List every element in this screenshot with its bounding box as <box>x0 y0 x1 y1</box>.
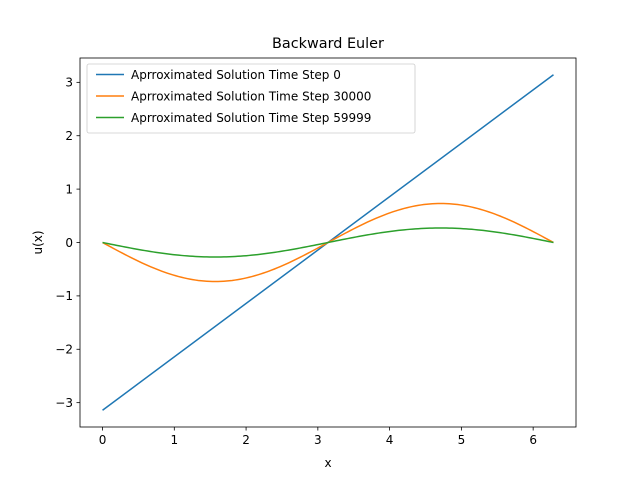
y-tick-label: 3 <box>65 76 73 90</box>
x-tick-label: 0 <box>99 433 107 447</box>
y-axis-label: u(x) <box>31 230 45 254</box>
x-tick-label: 1 <box>170 433 178 447</box>
x-tick-label: 4 <box>386 433 394 447</box>
x-axis-label: x <box>324 456 331 470</box>
y-tick-label: 0 <box>65 236 73 250</box>
plot-area-frame <box>79 57 577 428</box>
x-tick-label: 5 <box>458 433 466 447</box>
y-tick-label: −1 <box>55 289 73 303</box>
legend-label-2: Aprroximated Solution Time Step 59999 <box>131 111 371 125</box>
legend: Aprroximated Solution Time Step 0 Aprroxi… <box>86 63 416 134</box>
axis-ticks: 0 1 2 3 4 5 6 −3 −2 −1 0 1 2 3 <box>55 76 537 447</box>
y-tick-label: −2 <box>55 343 73 357</box>
y-tick-label: 2 <box>65 129 73 143</box>
series-line-2 <box>102 227 554 258</box>
x-tick-label: 2 <box>242 433 250 447</box>
x-tick-label: 3 <box>314 433 322 447</box>
legend-label-0: Aprroximated Solution Time Step 0 <box>131 68 341 82</box>
legend-box <box>86 63 416 134</box>
chart-title: Backward Euler <box>272 36 384 52</box>
y-tick-label: 1 <box>65 182 73 196</box>
series-lines <box>102 74 554 411</box>
legend-label-1: Aprroximated Solution Time Step 30000 <box>131 89 371 103</box>
x-tick-label: 6 <box>529 433 537 447</box>
y-tick-label: −3 <box>55 396 73 410</box>
